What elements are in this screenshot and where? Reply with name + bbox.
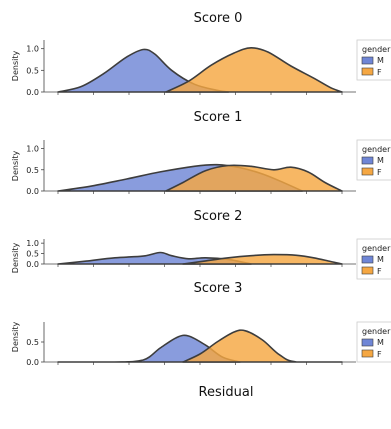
legend: gender M F	[356, 238, 391, 280]
legend-label-m: M	[377, 156, 384, 165]
y-tick-label: 0.0	[26, 88, 39, 97]
legend-swatch-f	[361, 67, 374, 76]
legend-swatch-m	[361, 255, 374, 264]
y-tick-label: 1.0	[26, 239, 39, 248]
legend-label-m: M	[377, 255, 384, 264]
y-tick-label: 0.0	[26, 358, 39, 367]
legend-label-f: F	[377, 350, 382, 359]
y-tick-label: 0.5	[26, 166, 39, 175]
density-area-f	[182, 329, 343, 363]
panel-score-3: Score 3 Density 0.0 0.5 gender M F	[11, 281, 391, 367]
panel-score-0: Score 0 Density 0.0 0.5 1.0 gender M F	[11, 11, 391, 97]
legend-label-m: M	[377, 56, 384, 65]
legend-swatch-f	[361, 266, 374, 275]
legend: gender M F	[356, 139, 391, 181]
legend-swatch-m	[361, 338, 374, 347]
y-axis-label: Density	[11, 151, 20, 182]
y-tick-label: 0.5	[26, 250, 39, 259]
panel-title: Score 0	[194, 11, 243, 26]
legend-title: gender	[362, 45, 391, 54]
legend-swatch-m	[361, 56, 374, 65]
legend-swatch-m	[361, 156, 374, 165]
panel-score-1: Score 1 Density 0.0 0.5 1.0 gender M F	[11, 110, 391, 196]
legend-title: gender	[362, 327, 391, 336]
plot-area: 0.0 0.5	[26, 322, 356, 367]
legend-title: gender	[362, 145, 391, 154]
legend-label-f: F	[377, 267, 382, 276]
x-axis-label: Residual	[199, 385, 254, 400]
y-tick-label: 0.5	[26, 66, 39, 75]
legend-swatch-f	[361, 167, 374, 176]
legend-title: gender	[362, 244, 391, 253]
plot-area: 0.0 0.5 1.0	[26, 40, 356, 97]
y-tick-label: 0.0	[26, 187, 39, 196]
density-area-f	[165, 46, 343, 93]
panel-title: Score 3	[194, 281, 243, 296]
legend-label-f: F	[377, 68, 382, 77]
density-area-f	[165, 164, 343, 192]
legend-label-f: F	[377, 168, 382, 177]
density-area-f	[182, 253, 343, 265]
y-axis-label: Density	[11, 51, 20, 82]
plot-area: 0.0 0.5 1.0	[26, 140, 356, 196]
panel-score-2: Score 2 Density 0.00.5 1.0 gender M F	[11, 209, 391, 280]
legend-swatch-f	[361, 349, 374, 358]
y-tick-label: 1.0	[26, 45, 39, 54]
y-axis-label: Density	[11, 322, 20, 353]
y-tick-label: 0.0	[26, 260, 39, 269]
panel-title: Score 2	[194, 209, 243, 224]
plot-area: 0.00.5 1.0	[26, 239, 356, 269]
legend: gender M F	[356, 321, 391, 363]
panel-title: Score 1	[194, 110, 243, 125]
legend-label-m: M	[377, 338, 384, 347]
y-tick-label: 0.5	[26, 338, 39, 347]
legend: gender M F	[356, 39, 391, 81]
y-tick-label: 1.0	[26, 145, 39, 154]
y-axis-label: Density	[11, 243, 20, 274]
